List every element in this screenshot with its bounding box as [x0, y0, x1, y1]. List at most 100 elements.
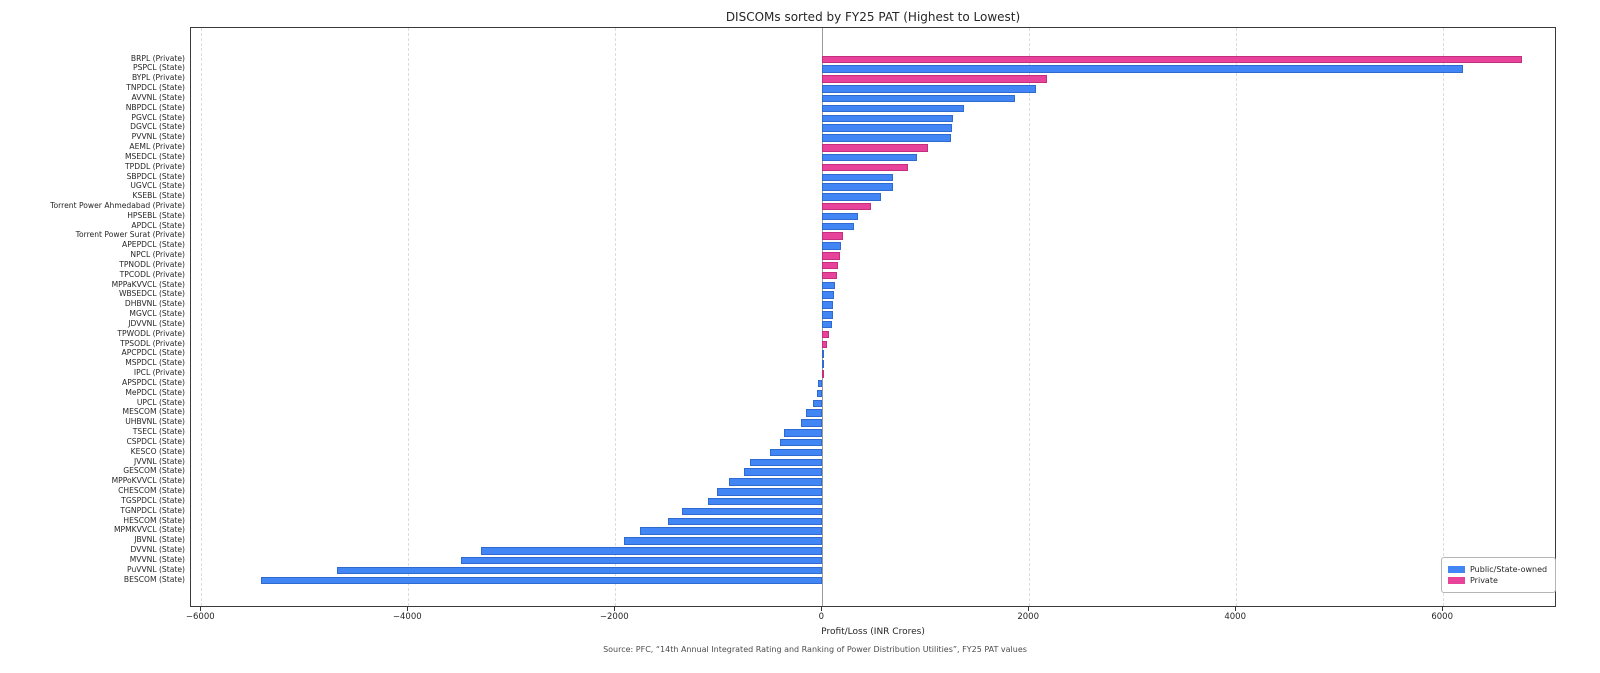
bar: [750, 458, 823, 467]
y-axis-label: NBPDCL (State): [125, 102, 185, 112]
legend-swatch-public-icon: [1448, 566, 1465, 573]
y-axis-label: TSECL (State): [132, 427, 185, 436]
y-axis-label: DHBVNL (State): [124, 299, 185, 309]
bar: [822, 55, 1522, 64]
y-axis-label: Torrent Power Surat (Private): [75, 230, 185, 240]
x-tick-mark: [614, 607, 616, 611]
x-tick-label: 6000: [1431, 612, 1453, 622]
bar: [822, 340, 827, 349]
bar: [822, 222, 854, 231]
bar: [822, 281, 835, 290]
bar: [624, 537, 823, 545]
y-axis-label: MPMKVVCL (State): [113, 525, 185, 535]
y-axis-label: PVVNL (State): [131, 132, 185, 142]
legend-swatch-private-icon: [1448, 577, 1465, 584]
x-tick-mark: [200, 607, 202, 611]
y-axis-label: UGVCL (State): [130, 181, 185, 191]
y-axis-label: APSPDCL (State): [122, 377, 185, 387]
legend-label-private: Private: [1470, 576, 1498, 585]
x-tick-label: 0: [818, 612, 824, 622]
bar: [640, 527, 823, 535]
y-axis-label: JBVNL (State): [134, 535, 185, 545]
x-tick-mark: [821, 607, 823, 611]
bar: [822, 153, 917, 162]
bar: [822, 291, 834, 299]
y-axis-label: TPDDL (Private): [125, 161, 185, 171]
y-axis-label: Torrent Power Ahmedabad (Private): [50, 200, 185, 210]
bar: [812, 399, 823, 408]
x-tick-label: 2000: [1017, 612, 1039, 622]
bar: [822, 311, 833, 319]
plot-area: [190, 27, 1556, 607]
bar: [336, 566, 823, 575]
chart-title: DISCOMs sorted by FY25 PAT (Highest to L…: [725, 10, 1021, 24]
bar: [822, 261, 838, 270]
y-axis-label: TGSPDCL (State): [121, 495, 185, 505]
bar: [743, 468, 823, 476]
y-axis-label: JDVVNL (State): [128, 318, 185, 328]
y-axis-label: MPPoKVVCL (State): [111, 476, 185, 486]
y-axis-label: BESCOM (State): [123, 574, 185, 584]
y-axis-label: MVVNL (State): [129, 554, 185, 564]
bar: [822, 350, 825, 358]
bar: [822, 134, 952, 142]
y-axis-label: PuVVNL (State): [127, 564, 185, 574]
y-axis-label: BYPL (Private): [131, 73, 185, 83]
y-axis-label: APDCL (State): [131, 220, 185, 230]
gridline: [201, 28, 203, 606]
y-axis-label: KSEBL (State): [132, 191, 185, 201]
y-axis-label: MSEDCL (State): [125, 151, 185, 161]
y-axis-label: MSPDCL (State): [125, 358, 185, 368]
x-tick-label: −6000: [185, 612, 215, 622]
y-axis-label: PSPCL (State): [133, 63, 185, 73]
bar: [260, 576, 823, 585]
bar: [822, 183, 893, 191]
y-axis-label: DGVCL (State): [130, 122, 185, 132]
y-axis-label: CSPDCL (State): [126, 436, 185, 446]
y-axis-label: BRPL (Private): [130, 53, 185, 63]
y-axis-label: TPNODL (Private): [119, 259, 185, 269]
y-axis-label: WBSEDCL (State): [118, 289, 185, 299]
y-axis-label: UPCL (State): [136, 397, 185, 407]
bar: [822, 94, 1016, 103]
y-axis-label: JVVNL (State): [134, 456, 185, 466]
y-axis-label: TPCODL (Private): [119, 269, 185, 279]
bar: [806, 409, 823, 417]
bar: [822, 360, 825, 368]
gridline: [1443, 28, 1445, 606]
y-axis-label: APEPDCL (State): [122, 240, 185, 250]
bar: [716, 488, 823, 496]
legend-item-public: Public/State-owned: [1448, 565, 1547, 574]
gridline: [1236, 28, 1238, 606]
y-axis-label: IPCL (Private): [133, 368, 185, 378]
bar: [822, 144, 928, 152]
bar: [822, 252, 840, 260]
bar: [822, 65, 1463, 73]
bar: [822, 85, 1036, 93]
y-axis-label: TNPDCL (State): [126, 83, 185, 92]
bar: [822, 193, 881, 201]
y-axis-label: TGNPDCL (State): [120, 505, 185, 515]
x-tick-label: −2000: [599, 612, 629, 622]
y-axis-label: MGVCL (State): [129, 309, 185, 319]
bar: [822, 104, 965, 113]
legend-label-public: Public/State-owned: [1470, 565, 1548, 574]
y-axis-label: AVVNL (State): [131, 92, 185, 102]
bar: [682, 507, 823, 516]
bar: [822, 75, 1047, 83]
y-axis-label: TPSODL (Private): [120, 338, 185, 348]
bar: [481, 547, 823, 555]
legend: Public/State-owned Private: [1441, 557, 1557, 593]
bar: [668, 517, 823, 526]
bar: [822, 202, 871, 211]
y-axis-label: KESCO (State): [130, 446, 185, 456]
bar: [822, 242, 841, 250]
bar: [822, 212, 858, 221]
bar: [822, 271, 838, 280]
bar: [817, 389, 823, 398]
bar: [780, 438, 823, 447]
gridline: [615, 28, 617, 606]
gridline: [1029, 28, 1031, 606]
x-axis-label: Profit/Loss (INR Crores): [821, 627, 925, 637]
